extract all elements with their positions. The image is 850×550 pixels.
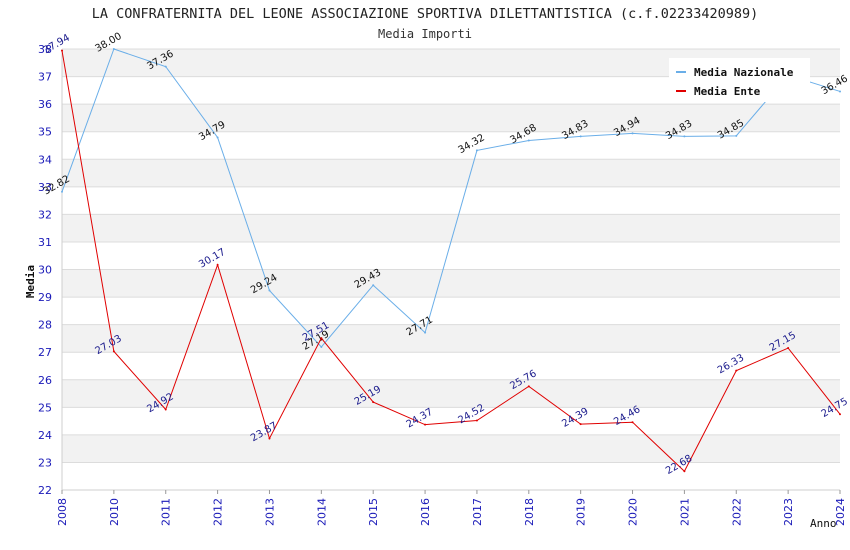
grid-band (62, 159, 840, 187)
data-point (216, 136, 219, 139)
x-tick-label: 2013 (263, 498, 276, 526)
chart-subtitle: Media Importi (378, 27, 472, 41)
data-point (839, 90, 841, 93)
y-tick-label: 28 (38, 319, 52, 332)
grid-band (62, 186, 840, 215)
x-tick-label: 2022 (730, 498, 743, 526)
y-tick-label: 30 (38, 264, 52, 277)
grid-band (62, 434, 840, 463)
y-tick-label: 23 (38, 456, 52, 469)
grid-band (62, 241, 840, 270)
data-point (579, 423, 582, 426)
data-point (683, 135, 686, 138)
data-point (320, 337, 323, 340)
y-tick-label: 34 (38, 153, 52, 166)
x-tick-label: 2014 (315, 498, 328, 526)
series-line-nazionale (61, 48, 841, 348)
series-line-ente (61, 50, 841, 473)
data-point (320, 345, 323, 348)
data-point (372, 284, 375, 287)
grid-band (62, 214, 840, 242)
legend-box (669, 58, 810, 102)
data-point (61, 190, 63, 193)
data-point (164, 408, 167, 411)
data-point (839, 413, 841, 416)
grid-band (62, 104, 840, 132)
data-point (475, 419, 478, 422)
data-point (735, 369, 738, 372)
legend-label: Media Ente (694, 85, 761, 98)
x-tick-label: 2012 (212, 498, 225, 526)
grid-band (62, 379, 840, 408)
data-point (527, 385, 530, 388)
x-tick-label: 2021 (678, 498, 691, 526)
grid-band (62, 297, 840, 325)
data-point (268, 289, 271, 292)
grid-band (62, 407, 840, 435)
data-point (268, 437, 271, 440)
y-tick-label: 36 (38, 98, 52, 111)
grid-band (62, 352, 840, 380)
data-point (216, 263, 219, 266)
y-tick-label: 35 (38, 126, 52, 139)
data-point (112, 350, 115, 353)
y-tick-label: 32 (38, 208, 52, 221)
x-tick-label: 2016 (419, 498, 432, 526)
data-point (164, 65, 167, 68)
data-point (61, 49, 63, 52)
data-point (372, 401, 375, 404)
data-point (631, 421, 634, 424)
x-tick-label: 2018 (523, 498, 536, 526)
y-tick-label: 38 (38, 43, 52, 56)
legend-label: Media Nazionale (694, 66, 794, 79)
y-tick-label: 25 (38, 401, 52, 414)
y-tick-label: 37 (38, 71, 52, 84)
data-point (527, 139, 530, 142)
x-tick-label: 2019 (575, 498, 588, 526)
grid-band (62, 462, 840, 490)
y-tick-label: 26 (38, 374, 52, 387)
y-tick-label: 22 (38, 484, 52, 497)
y-axis-label: Media (24, 265, 37, 298)
data-point (735, 134, 738, 137)
x-axis-label: Anno (810, 517, 837, 530)
y-tick-label: 29 (38, 291, 52, 304)
x-tick-label: 2015 (367, 498, 380, 526)
y-tick-label: 27 (38, 346, 52, 359)
data-point (424, 331, 427, 334)
x-tick-label: 2020 (627, 498, 640, 526)
y-tick-label: 24 (38, 429, 52, 442)
x-tick-label: 2010 (108, 498, 121, 526)
data-point (112, 48, 115, 50)
data-point (424, 423, 427, 426)
y-tick-label: 31 (38, 236, 52, 249)
x-tick-label: 2011 (160, 498, 173, 526)
grid-band (62, 269, 840, 298)
data-point (475, 149, 478, 152)
grid-band (62, 324, 840, 353)
data-point (579, 135, 582, 138)
x-tick-label: 2023 (782, 498, 795, 526)
data-point (631, 132, 634, 135)
x-tick-label: 2017 (471, 498, 484, 526)
x-tick-label: 2024 (834, 498, 847, 526)
data-point (787, 347, 790, 350)
data-point (683, 470, 686, 473)
y-tick-label: 33 (38, 181, 52, 194)
x-tick-label: 2008 (56, 498, 69, 526)
chart-title: LA CONFRATERNITA DEL LEONE ASSOCIAZIONE … (91, 6, 759, 22)
